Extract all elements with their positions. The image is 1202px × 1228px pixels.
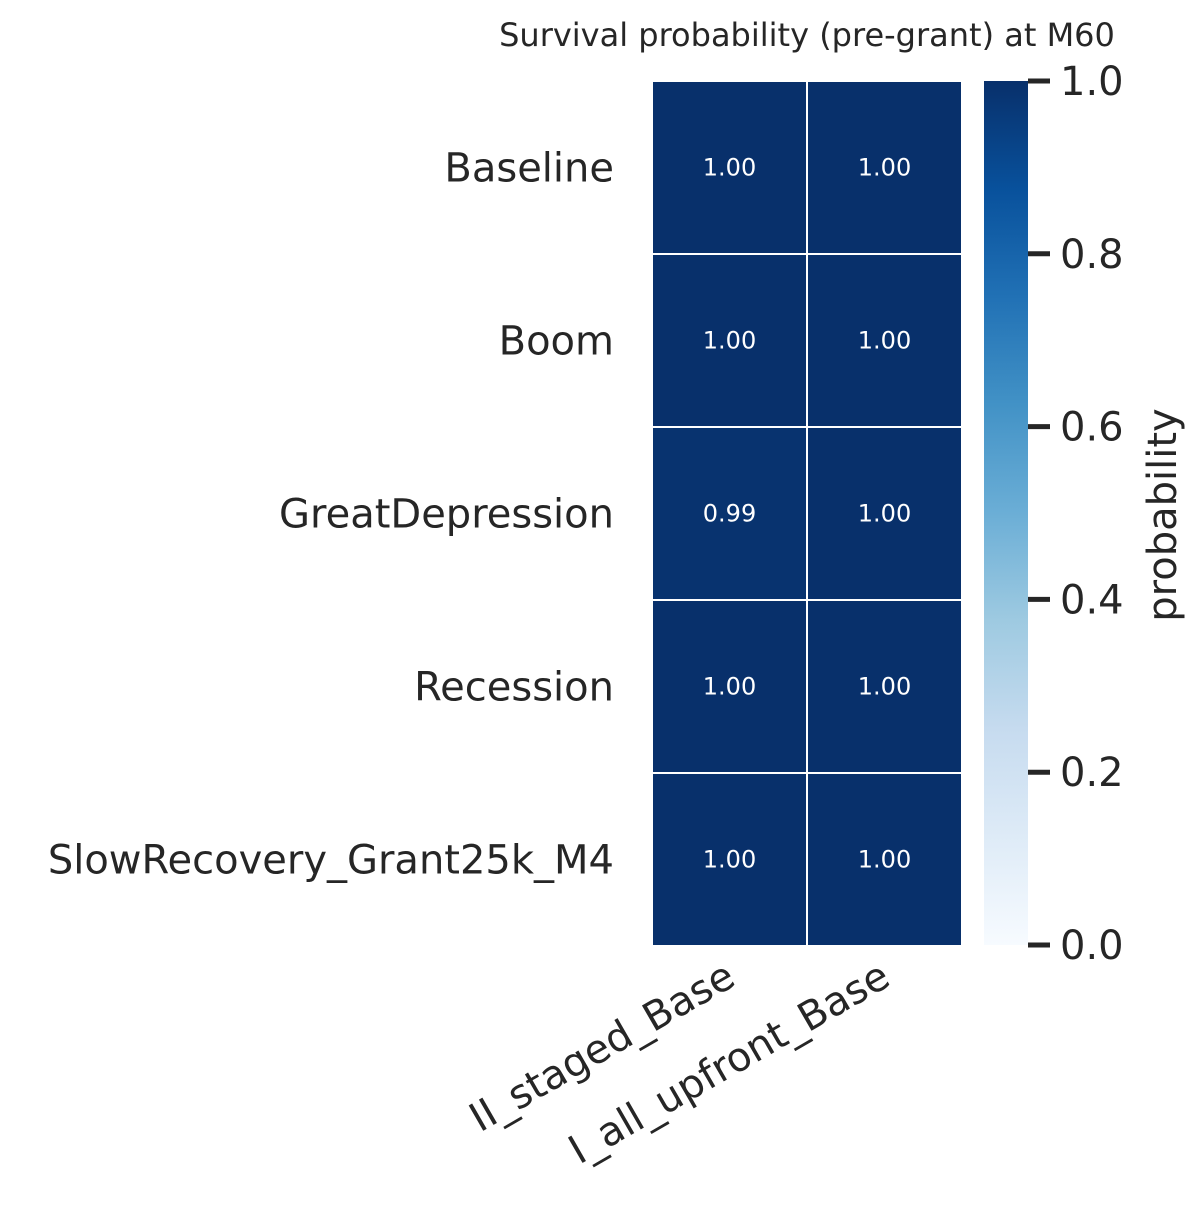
colorbar-tick-label: 0.6 — [1060, 405, 1124, 451]
row-label: Boom — [499, 319, 614, 365]
heatmap-cells: 1.00 1.00 1.00 1.00 0.99 1.00 1.00 1.00 1.00 1.00 — [651, 80, 963, 947]
heatmap-cell — [806, 80, 963, 255]
cell-value-label: 1.00 — [858, 673, 911, 701]
colorbar-tick-label: 0.4 — [1060, 577, 1124, 623]
row-label: SlowRecovery_Grant25k_M4 — [48, 838, 614, 884]
heatmap-cell — [806, 599, 963, 774]
cell-value-label: 1.00 — [858, 154, 911, 182]
heatmap-cell — [651, 80, 808, 255]
heatmap-cell — [806, 253, 963, 428]
cell-value-label: 1.00 — [858, 327, 911, 355]
row-label: GreatDepression — [279, 492, 614, 538]
row-labels: Baseline Boom GreatDepression Recession Slow… — [48, 146, 614, 884]
cell-value-label: 0.99 — [703, 500, 756, 528]
heatmap-cell — [651, 772, 808, 947]
colorbar-tick-label: 0.8 — [1060, 232, 1124, 278]
row-label: Recession — [414, 665, 614, 711]
colorbar-ticks: 0.0 0.2 0.4 0.6 0.8 1.0 — [1028, 59, 1124, 969]
cell-value-label: 1.00 — [703, 154, 756, 182]
cell-value-label: 1.00 — [858, 846, 911, 874]
colorbar-label: probability — [1140, 408, 1186, 621]
heatmap-cell — [651, 253, 808, 428]
cell-value-label: 1.00 — [858, 500, 911, 528]
heatmap-cell — [806, 426, 963, 601]
cell-value-label: 1.00 — [703, 673, 756, 701]
row-label: Baseline — [444, 146, 614, 192]
chart-title: Survival probability (pre-grant) at M60 — [499, 16, 1115, 54]
cell-value-label: 1.00 — [703, 846, 756, 874]
cell-value-label: 1.00 — [703, 327, 756, 355]
colorbar — [984, 81, 1028, 945]
colorbar-tick-label: 0.0 — [1060, 923, 1124, 969]
heatmap-cell — [806, 772, 963, 947]
heatmap-cell — [651, 426, 808, 601]
colorbar-tick-label: 1.0 — [1060, 59, 1124, 105]
colorbar-tick-label: 0.2 — [1060, 750, 1124, 796]
